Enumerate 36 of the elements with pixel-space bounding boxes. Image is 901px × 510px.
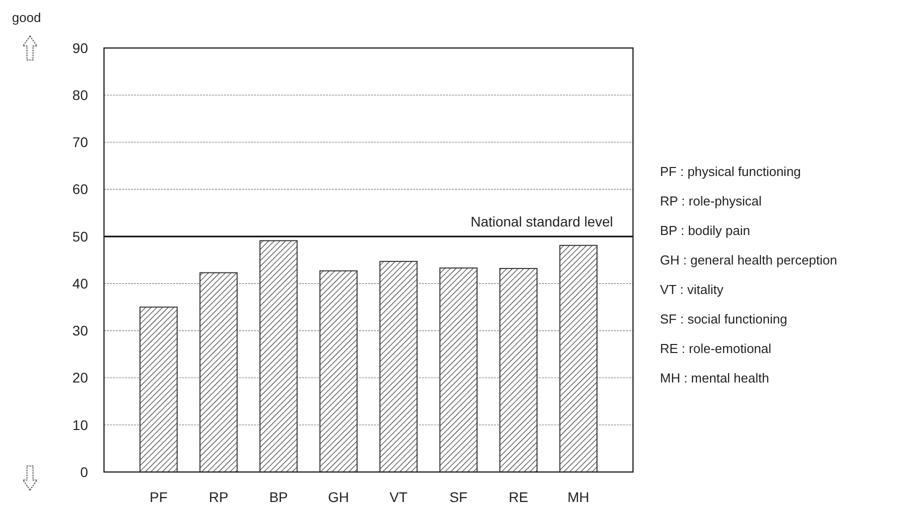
- x-tick-label: RE: [508, 489, 528, 505]
- text: VT : vitality: [660, 282, 724, 297]
- y-tick-label: 50: [72, 228, 88, 244]
- y-tick-label: 80: [72, 87, 88, 104]
- text: RE : role-emotional: [660, 341, 772, 356]
- text: GH : general health perception: [660, 252, 838, 268]
- text: RP : role-physical: [660, 194, 762, 208]
- x-tick-label: GH: [328, 489, 350, 505]
- ref-line-label: National standard level: [470, 213, 613, 230]
- x-tick-label: MH: [568, 489, 590, 505]
- y-tick-label: 0: [80, 464, 88, 480]
- y-tick-label: 20: [72, 370, 88, 386]
- text: BP : bodily pain: [660, 223, 750, 238]
- y-tick-label: 10: [72, 416, 88, 433]
- x-tick-label: SF: [450, 489, 468, 505]
- y-axis-title: good: [12, 10, 41, 25]
- y-tick-label: 40: [72, 275, 88, 292]
- y-tick-label: 60: [72, 181, 88, 198]
- text: PF : physical functioning: [660, 164, 801, 179]
- bar: [319, 270, 358, 472]
- x-tick-label: VT: [390, 489, 408, 505]
- y-tick-label: 70: [72, 134, 88, 150]
- bar: [139, 306, 178, 472]
- text: MH : mental health: [660, 370, 770, 386]
- bar: [499, 268, 538, 472]
- y-tick-label: 90: [72, 40, 88, 56]
- text: SF : social functioning: [660, 312, 788, 326]
- bar: [259, 240, 298, 472]
- x-tick-label: BP: [269, 489, 288, 505]
- x-tick-label: PF: [150, 489, 168, 505]
- bar: [379, 260, 418, 472]
- bar: [559, 244, 598, 472]
- bar: [199, 272, 238, 472]
- x-tick-label: RP: [208, 489, 228, 505]
- bar: [439, 268, 478, 472]
- y-tick-label: 30: [72, 322, 88, 339]
